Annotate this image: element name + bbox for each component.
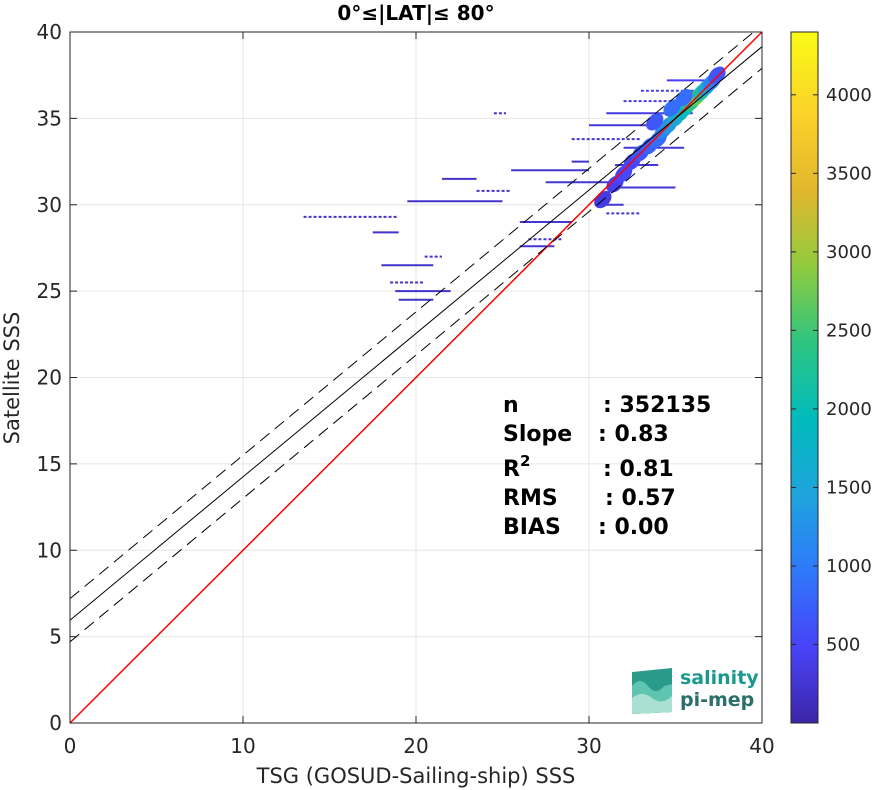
line-fit+ (70, 32, 755, 600)
logo-text-line2: pi-mep (680, 689, 754, 711)
x-tick-label: 0 (64, 734, 77, 758)
colorbar-tick-label: 3500 (826, 163, 872, 184)
x-axis-ticks: 0 10 20 30 40 (64, 32, 775, 758)
data-cluster (675, 89, 693, 107)
colorbar-tick-label: 4000 (826, 85, 872, 106)
regression-lines (70, 32, 762, 723)
stat-value: : 0.81 (603, 457, 674, 482)
y-tick-label: 30 (37, 193, 62, 217)
x-tick-label: 20 (403, 734, 428, 758)
stat-label: BIAS (503, 515, 561, 540)
stat-label: n (503, 393, 519, 418)
line-fit (70, 46, 762, 621)
stat-label: RMS (503, 486, 558, 511)
y-tick-label: 0 (49, 711, 62, 735)
colorbar (790, 31, 819, 724)
y-tick-label: 10 (37, 538, 62, 562)
colorbar-tick-label: 1500 (826, 477, 872, 498)
x-axis-label: TSG (GOSUD-Sailing-ship) SSS (256, 764, 576, 788)
y-tick-label: 35 (37, 106, 62, 130)
y-tick-label: 15 (37, 452, 62, 476)
colorbar-tick-label: 1000 (826, 556, 872, 577)
colorbar-tick-label: 2500 (826, 320, 872, 341)
data-cluster (646, 113, 664, 131)
y-tick-label: 25 (37, 279, 62, 303)
x-tick-label: 30 (576, 734, 601, 758)
stat-value: : 0.57 (605, 486, 676, 511)
data-cluster (708, 66, 726, 84)
colorbar-tick-label: 2000 (826, 399, 872, 420)
stat-value: : 352135 (603, 393, 711, 418)
salinity-pimep-logo: salinity pi-mep (632, 667, 759, 714)
stat-value: : 0.00 (598, 515, 669, 540)
colorbar-tick-label: 500 (826, 634, 860, 655)
logo-text-line1: salinity (680, 667, 759, 689)
line-fit- (70, 67, 762, 643)
y-tick-label: 5 (49, 625, 62, 649)
colorbar-tick-label: 3000 (826, 242, 872, 263)
stat-label-superscript: 2 (520, 452, 530, 470)
x-tick-label: 10 (230, 734, 255, 758)
stat-label: Slope (503, 422, 572, 447)
x-tick-label: 40 (749, 734, 774, 758)
colorbar-ticks: 500 1000 1500 2000 2500 3000 3500 4000 (791, 85, 872, 655)
y-tick-label: 20 (37, 366, 62, 390)
stat-value: : 0.83 (598, 422, 669, 447)
y-tick-label: 40 (37, 20, 62, 44)
y-axis-label: Satellite SSS (0, 312, 24, 445)
line-1:1 (70, 32, 762, 723)
chart-title: 0°≤|LAT|≤ 80° (337, 1, 494, 25)
y-axis-ticks: 0 5 10 15 20 25 30 35 40 (37, 20, 762, 735)
